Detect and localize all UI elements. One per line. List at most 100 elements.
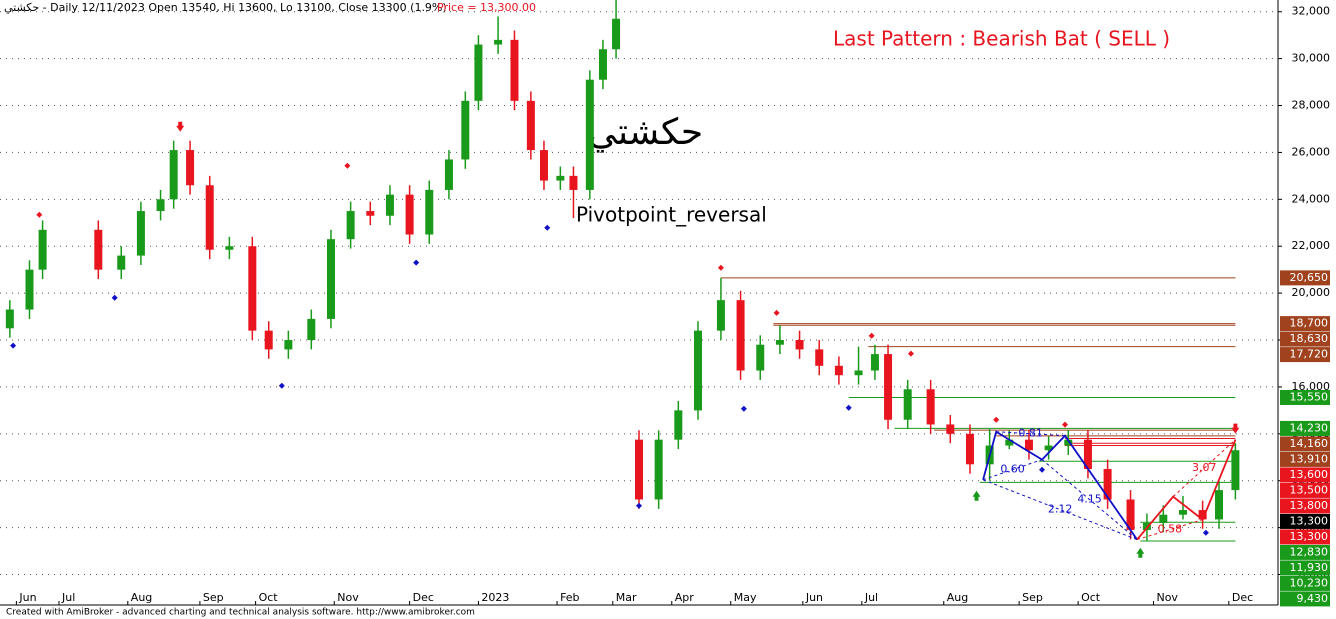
level-label-box bbox=[1280, 529, 1330, 545]
level-label-box bbox=[1280, 420, 1330, 436]
level-label-box bbox=[1280, 451, 1330, 467]
candle-body bbox=[775, 340, 784, 345]
candle-body bbox=[756, 344, 765, 371]
candle-body bbox=[474, 44, 483, 101]
x-tick-label: Jul bbox=[864, 591, 878, 604]
candle-body bbox=[693, 330, 702, 411]
candle-body bbox=[1231, 450, 1240, 491]
candle-body bbox=[326, 239, 335, 319]
pivot-low bbox=[544, 224, 551, 231]
x-tick-label: Oct bbox=[259, 591, 279, 604]
level-label-box bbox=[1280, 560, 1330, 576]
ratio-line bbox=[982, 459, 1043, 481]
candle-body bbox=[1083, 439, 1092, 469]
sell-arrow bbox=[176, 121, 185, 132]
level-label: 13,300 bbox=[1290, 530, 1329, 543]
candle-body bbox=[405, 194, 414, 235]
candle-body bbox=[903, 389, 912, 420]
candle-body bbox=[25, 269, 34, 310]
pivot-high bbox=[36, 211, 43, 218]
candle-body bbox=[1005, 439, 1014, 446]
x-tick-label: Aug bbox=[131, 591, 152, 604]
candle-body bbox=[674, 410, 683, 440]
level-label-box bbox=[1280, 482, 1330, 498]
annotation: حكشتي bbox=[588, 112, 703, 153]
header-price: Price = 13,300.00 bbox=[437, 1, 536, 14]
candle-body bbox=[635, 439, 643, 500]
candle-body bbox=[1103, 468, 1112, 500]
candle-body bbox=[834, 365, 843, 376]
candle-body bbox=[510, 39, 519, 101]
pivot-low bbox=[413, 259, 420, 266]
level-label: 13,910 bbox=[1290, 452, 1329, 465]
level-label: 12,830 bbox=[1290, 545, 1329, 558]
annotation: Pivotpoint_reversal bbox=[576, 203, 767, 227]
pattern-line bbox=[1136, 439, 1237, 541]
pivot-low bbox=[845, 404, 852, 411]
x-tick-label: Sep bbox=[203, 591, 224, 604]
pivot-high bbox=[344, 162, 351, 169]
candle-body bbox=[1142, 522, 1151, 530]
x-tick-label: Apr bbox=[675, 591, 695, 604]
candle-body bbox=[965, 433, 974, 465]
y-tick-label: 24,000 bbox=[1292, 192, 1331, 205]
ratio-label: 4.15 bbox=[1077, 493, 1102, 506]
level-label-box bbox=[1280, 544, 1330, 560]
x-tick-label: Dec bbox=[1232, 591, 1253, 604]
x-tick-label: Nov bbox=[337, 591, 359, 604]
pivot-low bbox=[1039, 466, 1046, 473]
level-label-box bbox=[1280, 347, 1330, 363]
y-tick-label: 26,000 bbox=[1292, 145, 1331, 158]
candle-body bbox=[815, 349, 824, 366]
pivot-low bbox=[1202, 529, 1209, 536]
y-tick-label: 32,000 bbox=[1292, 5, 1331, 18]
candle-body bbox=[186, 150, 195, 186]
candle-body bbox=[425, 189, 434, 235]
candle-body bbox=[569, 175, 578, 190]
candle-body bbox=[598, 49, 607, 80]
candle-body bbox=[585, 79, 594, 190]
level-label: 11,930 bbox=[1290, 561, 1329, 574]
level-label: 13,800 bbox=[1290, 499, 1329, 512]
candle-body bbox=[526, 100, 535, 151]
header-text: حكشتي - Daily 12/11/2023 Open 13540, Hi … bbox=[4, 1, 447, 14]
y-tick-label: 28,000 bbox=[1292, 99, 1331, 112]
pivot-low bbox=[636, 502, 642, 509]
pivot-low bbox=[740, 405, 747, 412]
y-tick-label: 20,000 bbox=[1292, 286, 1331, 299]
buy-arrow bbox=[1136, 547, 1145, 558]
level-label-box bbox=[1280, 498, 1330, 514]
level-label: 15,550 bbox=[1290, 390, 1329, 403]
candle-body bbox=[1159, 514, 1168, 523]
pivot-high bbox=[868, 332, 875, 339]
candle-body bbox=[556, 175, 565, 181]
candle-body bbox=[136, 211, 145, 256]
candle-body bbox=[946, 424, 955, 434]
candle-body bbox=[1064, 439, 1073, 446]
candle-body bbox=[854, 370, 863, 376]
level-label: 13,500 bbox=[1290, 483, 1329, 496]
candle-body bbox=[736, 300, 745, 371]
candle-body bbox=[169, 150, 178, 200]
x-tick-label: Dec bbox=[413, 591, 434, 604]
candle-body bbox=[1044, 445, 1053, 451]
level-label-box bbox=[1280, 389, 1330, 405]
candle-body bbox=[870, 354, 879, 371]
level-label: 17,720 bbox=[1290, 348, 1329, 361]
y-tick-label: 16,000 bbox=[1292, 380, 1331, 393]
pivot-low bbox=[111, 294, 118, 301]
candle-body bbox=[225, 246, 234, 250]
candle-body bbox=[539, 150, 548, 181]
candle-body bbox=[117, 255, 126, 270]
candle-body bbox=[926, 389, 935, 425]
ratio-label: 2.12 bbox=[1048, 503, 1073, 516]
pivot-high bbox=[773, 309, 780, 316]
buy-arrow bbox=[972, 490, 981, 501]
candle-body bbox=[444, 159, 453, 190]
level-label-box bbox=[1280, 436, 1330, 452]
ratio-line bbox=[1172, 439, 1236, 498]
pivot-low bbox=[10, 342, 17, 349]
x-tick-label: May bbox=[734, 591, 757, 604]
candle-body bbox=[248, 246, 257, 331]
level-label: 13,300 bbox=[1290, 514, 1329, 527]
